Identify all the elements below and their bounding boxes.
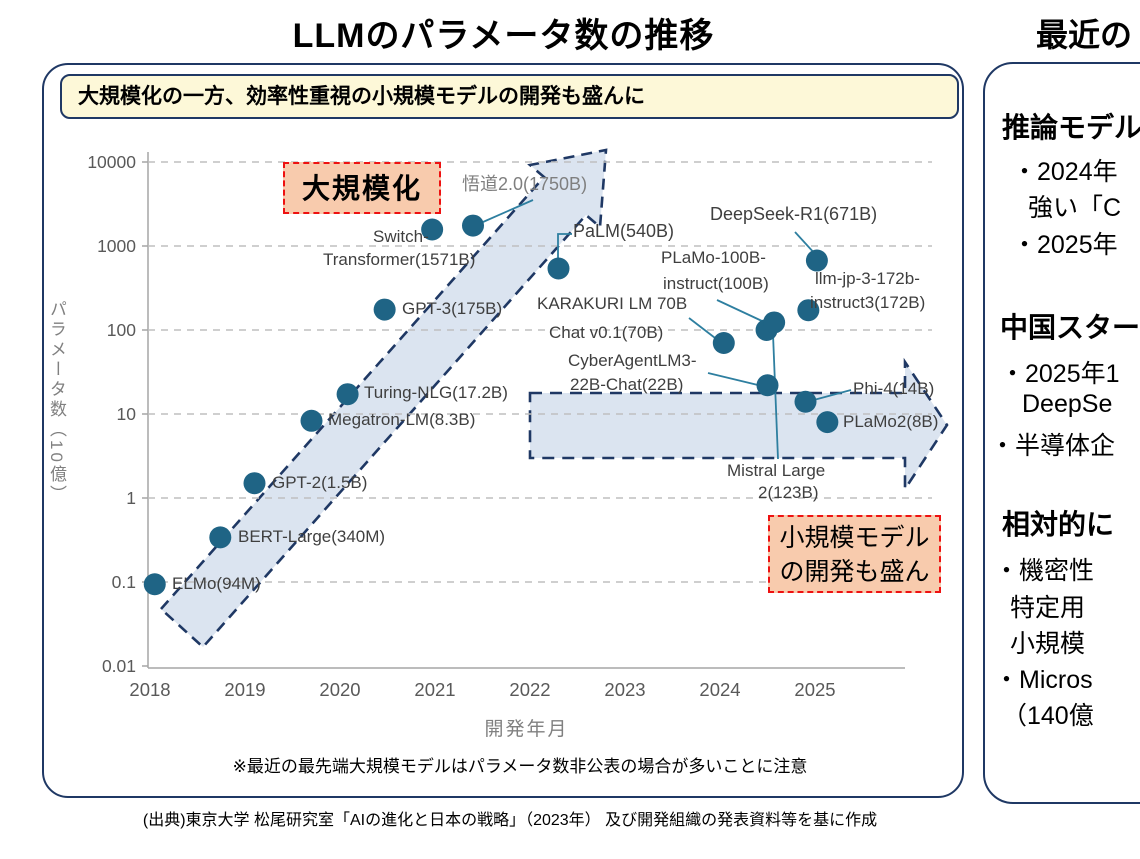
small-model-box-line2: の開発も盛ん (779, 558, 930, 586)
leader-mistral (772, 333, 779, 460)
data-point-GPT-2 (243, 472, 266, 495)
y-tick-label-100: 100 (107, 320, 136, 340)
point-label-9: PaLM(540B) (573, 221, 675, 241)
data-point-llm-jp-3-172b-instruct3 (797, 299, 820, 322)
leader-phi4 (809, 389, 852, 402)
x-tick-label-2019: 2019 (224, 679, 265, 700)
data-point-BERT-Large (209, 526, 232, 549)
point-label-10: DeepSeek-R1(671B) (710, 204, 878, 224)
page-title: LLMのパラメータ数の推移 (292, 17, 715, 55)
leader-cyberagent (707, 372, 763, 387)
point-label-6: Switch- (373, 227, 429, 246)
right-panel-line-5: ・2025年1 (1000, 360, 1120, 388)
point-label-14: instruct3(172B) (810, 293, 926, 312)
chart-note: ※最近の最先端大規模モデルはパラメータ数非公表の場合が多いことに注意 (232, 757, 808, 776)
point-label-4: Turing-NLG(17.2B) (364, 383, 508, 402)
data-point-CyberAgentLM3-22B-Chat (756, 374, 779, 397)
small-model-arrow (528, 357, 949, 494)
x-tick-label-2025: 2025 (794, 679, 835, 700)
data-point-Megatron-LM (300, 409, 323, 432)
y-tick-label-10: 10 (117, 404, 137, 424)
y-tick-label-0.1: 0.1 (112, 572, 136, 592)
y-tick-label-10000: 10000 (87, 152, 136, 172)
small-model-box-line1: 小規模モデル (779, 524, 930, 552)
data-point-Switch-Transformer (421, 218, 444, 241)
x-axis-title: 開発年月 (484, 719, 569, 740)
point-label-17: CyberAgentLM3- (568, 351, 697, 370)
point-label-7: Transformer(1571B) (323, 250, 476, 269)
data-point-KARAKURI LM 70B Chat v0.1 (712, 332, 735, 355)
point-label-0: ELMo(94M) (172, 574, 261, 593)
scale-up-box: 大規模化 (283, 162, 441, 214)
right-panel-line-12: ・Micros (994, 666, 1093, 694)
point-label-11: PLaMo-100B- (661, 248, 766, 267)
data-point-PLaMo2 (816, 411, 839, 434)
x-tick-label-2022: 2022 (509, 679, 550, 700)
right-panel-line-7: ・半導体企 (990, 432, 1116, 460)
point-label-16: Chat v0.1(70B) (549, 323, 664, 342)
data-point-DeepSeek-R1 (805, 249, 828, 272)
x-tick-label-2020: 2020 (319, 679, 360, 700)
point-label-19: Phi-4(14B) (853, 379, 935, 398)
x-tick-label-2023: 2023 (604, 679, 645, 700)
right-panel-line-11: 小規模 (1010, 630, 1086, 658)
point-label-20: PLaMo2(8B) (843, 412, 939, 431)
right-panel (983, 62, 1140, 804)
right-panel-line-13: （140億 (1002, 702, 1094, 730)
point-label-5: GPT-3(175B) (402, 299, 503, 318)
source-credit: (出典)東京大学 松尾研究室「AIの進化と日本の戦略」（2023年） 及び開発組… (142, 812, 878, 829)
point-label-8: 悟道2.0(1750B) (462, 174, 588, 194)
right-panel-line-10: 特定用 (1010, 594, 1086, 622)
y-axis-title: パラメータ数（10億） (47, 300, 66, 505)
right-panel-line-3: ・2025年 (1012, 231, 1118, 259)
data-point-悟道2.0 (462, 214, 484, 237)
right-panel-line-0: 推論モデル (1002, 112, 1140, 143)
leader-wudao (482, 199, 534, 223)
x-tick-label-2021: 2021 (414, 679, 455, 700)
right-panel-line-2: 強い「C (1028, 194, 1122, 222)
leader-karakuri (688, 317, 720, 342)
point-label-2: GPT-2(1.5B) (272, 473, 368, 492)
leader-plamo100b (716, 299, 763, 322)
small-model-box: 小規模モデル の開発も盛ん (768, 515, 941, 593)
y-tick-label-1: 1 (126, 488, 136, 508)
point-label-1: BERT-Large(340M) (238, 527, 386, 546)
banner-message: 大規模化の一方、効率性重視の小規模モデルの開発も盛んに (60, 74, 959, 119)
data-point-ELMo (143, 573, 166, 596)
point-label-22: 2(123B) (758, 483, 819, 502)
point-label-15: KARAKURI LM 70B (537, 294, 688, 313)
point-label-12: instruct(100B) (663, 274, 769, 293)
data-point-Turing-NLG (336, 383, 359, 406)
x-tick-label-2024: 2024 (699, 679, 740, 700)
growth-arrow (159, 148, 608, 649)
point-label-21: Mistral Large (727, 461, 826, 480)
tick-labels: 10000 1000 100 10 1 0.1 0.01 2018 2019 2020 2021 20… (87, 152, 835, 700)
y-tick-label-1000: 1000 (97, 236, 136, 256)
right-panel-line-1: ・2024年 (1012, 158, 1118, 186)
right-panel-line-4: 中国スター (1000, 312, 1140, 343)
x-tick-label-2018: 2018 (129, 679, 170, 700)
data-point-Phi-4 (794, 390, 817, 413)
data-point-Mistral Large 2 (763, 311, 786, 334)
leader-lines (482, 199, 852, 460)
right-panel-line-9: ・機密性 (994, 557, 1095, 585)
y-tick-label-0.01: 0.01 (102, 656, 136, 676)
data-point-PaLM (547, 257, 570, 280)
data-points (143, 214, 839, 596)
data-point-GPT-3 (373, 298, 396, 321)
right-panel-title: 最近の (1036, 17, 1133, 53)
point-label-3: Megatron-LM(8.3B) (328, 410, 476, 429)
leader-palm (557, 233, 572, 261)
right-panel-line-6: DeepSe (1022, 390, 1113, 418)
right-panel-line-8: 相対的に (1002, 509, 1115, 540)
point-label-18: 22B-Chat(22B) (570, 375, 684, 394)
point-label-13: llm-jp-3-172b- (815, 269, 920, 288)
